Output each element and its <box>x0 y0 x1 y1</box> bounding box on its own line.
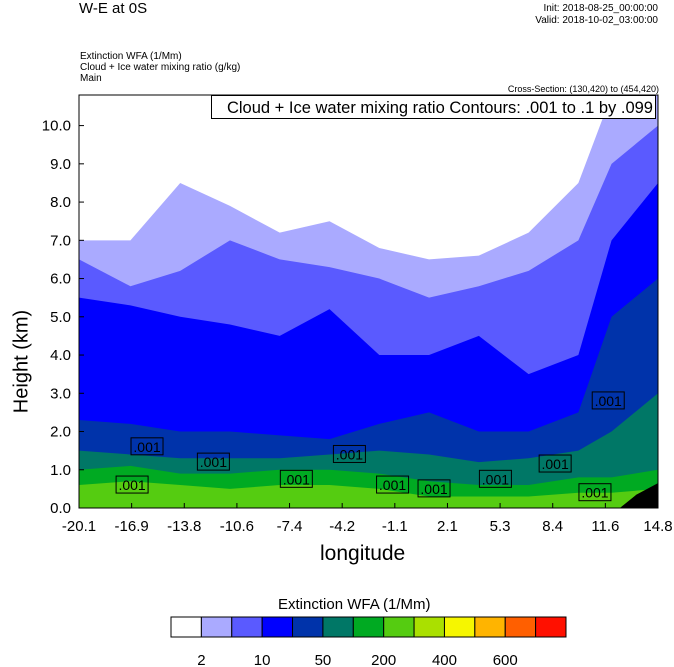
x-axis-label: longitude <box>320 542 406 565</box>
colorbar-swatch <box>322 616 354 638</box>
field1-label: Extinction WFA (1/Mm) <box>80 51 182 62</box>
contour-label: .001 <box>379 477 406 493</box>
x-tick-label: -13.8 <box>167 518 201 535</box>
y-tick-label: 0.0 <box>50 500 71 517</box>
extinction-layer-3 <box>79 278 658 508</box>
colorbar-swatch <box>170 616 202 638</box>
init-time: Init: 2018-08-25_00:00:00 <box>543 3 658 14</box>
contour-label-box <box>376 475 410 494</box>
colorbar-swatch <box>292 616 324 638</box>
contour-label-box <box>332 444 366 463</box>
colorbar-label: 400 <box>432 652 457 667</box>
contour-label-box <box>417 479 451 498</box>
contour-label: .001 <box>595 393 622 409</box>
colorbar-swatch <box>535 616 567 638</box>
colorbar-label: 50 <box>315 652 332 667</box>
x-tick-label: -10.6 <box>220 518 254 535</box>
contour-label-box <box>578 483 612 502</box>
colorbar-title: Extinction WFA (1/Mm) <box>278 596 431 613</box>
y-tick-label: 3.0 <box>50 385 71 402</box>
contour-info-box: Cloud + Ice water mixing ratio Contours:… <box>211 95 656 119</box>
contour-label: .001 <box>542 456 569 472</box>
x-tick-label: 8.4 <box>542 518 563 535</box>
contour-label: .001 <box>200 454 227 470</box>
field2-label: Cloud + Ice water mixing ratio (g/kg) <box>80 62 241 73</box>
plot-title: W-E at 0S <box>79 0 148 17</box>
x-tick-label: -20.1 <box>62 518 96 535</box>
y-tick-label: 5.0 <box>50 309 71 326</box>
colorbar-label: 10 <box>254 652 271 667</box>
extinction-layer-2 <box>79 182 658 508</box>
y-tick-label: 1.0 <box>50 462 71 479</box>
contour-label-box <box>130 437 164 456</box>
x-tick-label: -4.2 <box>329 518 355 535</box>
contour-label: .001 <box>581 485 608 501</box>
y-tick-label: 8.0 <box>50 194 71 211</box>
y-tick-label: 2.0 <box>50 424 71 441</box>
y-tick-label: 7.0 <box>50 232 71 249</box>
x-tick-label: 14.8 <box>643 518 672 535</box>
x-tick-label: -16.9 <box>115 518 149 535</box>
valid-time: Valid: 2018-10-02_03:00:00 <box>535 15 658 26</box>
run-label: Main <box>80 73 102 84</box>
extinction-layer-6 <box>79 481 658 508</box>
terrain <box>619 483 658 508</box>
contour-label-box <box>538 454 572 473</box>
contour-label: .001 <box>283 471 310 487</box>
contour-label-box <box>115 475 149 494</box>
contour-label-box <box>279 469 313 488</box>
colorbar-swatch <box>443 616 476 638</box>
x-tick-label: 2.1 <box>437 518 458 535</box>
contour-label-box <box>478 469 512 488</box>
colorbar-label: 2 <box>197 652 205 667</box>
colorbar-label: 200 <box>371 652 396 667</box>
contour-label: .001 <box>336 446 363 462</box>
x-tick-label: -1.1 <box>382 518 408 535</box>
y-tick-label: 6.0 <box>50 271 71 288</box>
colorbar-swatch <box>474 616 506 638</box>
colorbar-swatch <box>231 616 263 638</box>
colorbar-swatch <box>200 616 233 638</box>
cross-section-label: Cross-Section: (130,420) to (454,420) <box>507 84 659 94</box>
x-tick-label: 5.3 <box>490 518 511 535</box>
colorbar-swatch <box>383 616 415 638</box>
x-tick-label: 11.6 <box>591 518 619 535</box>
y-tick-label: 9.0 <box>50 156 71 173</box>
contour-label-box <box>591 391 625 410</box>
colorbar-swatch <box>261 616 294 638</box>
contour-label: .001 <box>118 477 145 493</box>
y-axis-label: Height (km) <box>10 309 33 414</box>
colorbar-swatch <box>413 616 445 638</box>
y-tick-label: 10.0 <box>42 118 71 135</box>
x-tick-label: -7.4 <box>277 518 303 535</box>
contour-label: .001 <box>133 439 160 455</box>
colorbar-swatch <box>352 616 385 638</box>
contour-label: .001 <box>482 471 509 487</box>
contour-label: .001 <box>420 481 447 497</box>
colorbar-swatch <box>504 616 537 638</box>
contour-label-box <box>196 452 230 471</box>
y-tick-label: 4.0 <box>50 347 71 364</box>
colorbar-label: 600 <box>493 652 518 667</box>
